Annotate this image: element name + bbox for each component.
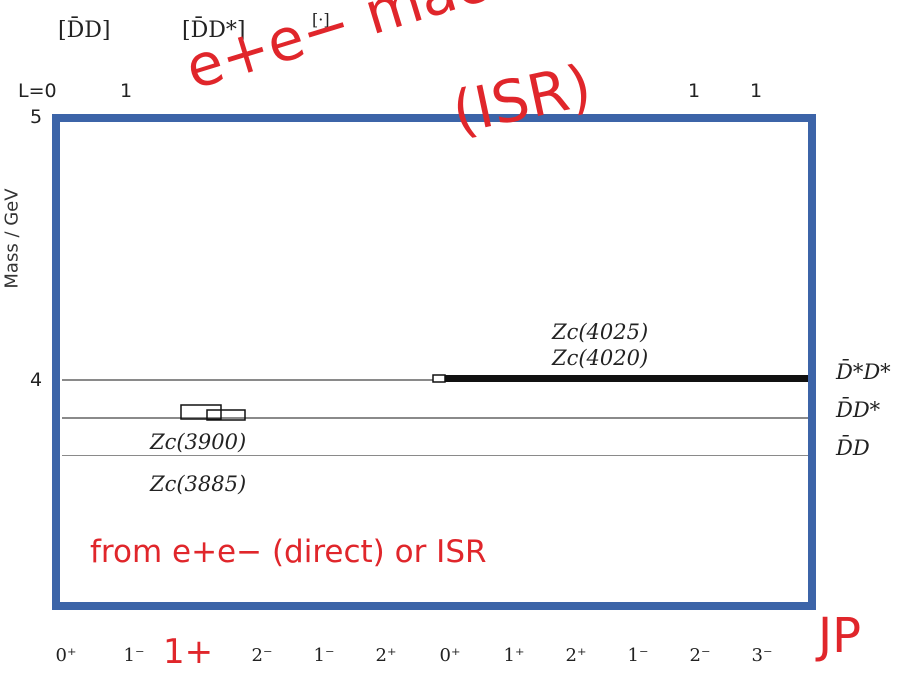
threshold-col-partial: [·] [312, 10, 330, 29]
y-tick-4: 4 [30, 369, 43, 391]
jp-label: 0⁺ [439, 645, 461, 666]
jp-label: 2⁺ [375, 645, 397, 666]
state-label-zc4020: Zc(4020) [552, 346, 649, 370]
jp-label: 0⁺ [55, 645, 77, 666]
threshold-label-d-dstar: D̄D* [836, 398, 881, 422]
highlight-frame [52, 114, 816, 610]
jp-label: 2⁻ [689, 645, 711, 666]
zc3885-box [206, 409, 246, 421]
jp-label: 3⁻ [751, 645, 773, 666]
threshold-label-dstar-dstar: D̄*D* [836, 360, 891, 384]
jp-axis-label: JP [818, 608, 862, 664]
jp-label: 2⁺ [565, 645, 587, 666]
jp-label: 1⁻ [313, 645, 335, 666]
l-value-right-1: 1 [688, 80, 701, 102]
state-label-zc3885: Zc(3885) [150, 472, 247, 496]
threshold-col-ddstar: [D̄D*] [182, 18, 246, 43]
zc4020-bar [433, 375, 813, 382]
annotation-from: from e+e− (direct) or ISR [90, 534, 487, 570]
zc3900-box [180, 404, 222, 420]
threshold-col-dd: [D̄D] [58, 18, 111, 43]
l-value-right-2: 1 [750, 80, 763, 102]
state-label-zc3900: Zc(3900) [150, 430, 247, 454]
threshold-label-d-d: D̄D [836, 436, 870, 460]
state-label-zc4025: Zc(4025) [552, 320, 649, 344]
jp-label: 1⁻ [123, 645, 145, 666]
threshold-line-d-d [62, 455, 808, 456]
jp-label: 1⁺ [503, 645, 525, 666]
jp-label: 2⁻ [251, 645, 273, 666]
jp-label: 1⁻ [627, 645, 649, 666]
y-tick-5: 5 [30, 106, 43, 128]
l-row-label: L=0 [18, 80, 57, 102]
jp-label-highlight: 1+ [162, 632, 214, 672]
l-value-left: 1 [120, 80, 133, 102]
zc4020-box [432, 374, 446, 383]
threshold-line-d-dstar [62, 417, 808, 419]
